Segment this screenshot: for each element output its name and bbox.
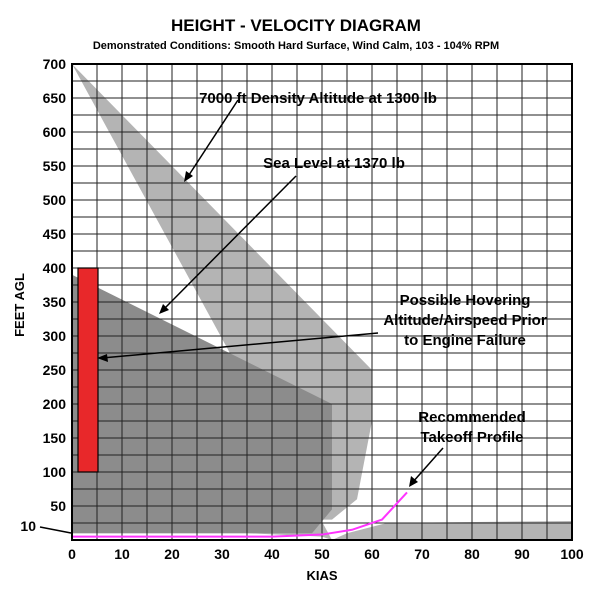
x-tick-label: 20	[164, 546, 180, 562]
x-tick-label: 90	[514, 546, 530, 562]
chart-subtitle: Demonstrated Conditions: Smooth Hard Sur…	[93, 40, 499, 52]
chart-marks	[72, 267, 408, 538]
takeoff-profile-line	[72, 491, 408, 538]
annotation-7000ft: 7000 ft Density Altitude at 1300 lb	[199, 90, 437, 107]
y-tick-label: 650	[43, 90, 67, 106]
plot-border	[71, 63, 573, 541]
y-tick-label: 50	[50, 498, 66, 514]
y-tick-label: 550	[43, 158, 67, 174]
annotation-sea-level: Sea Level at 1370 lb	[263, 155, 405, 172]
x-tick-label: 10	[114, 546, 130, 562]
y-tick-label: 700	[43, 56, 67, 72]
arrow-hover	[101, 332, 379, 359]
y-tick-label: 250	[43, 362, 67, 378]
annotations: 7000 ft Density Altitude at 1300 lb Sea …	[39, 90, 547, 534]
arrowhead-hover	[97, 354, 108, 362]
y-tick-label: 450	[43, 226, 67, 242]
x-tick-label: 80	[464, 546, 480, 562]
y-tick-label: 150	[43, 430, 67, 446]
arrowhead-7000ft	[184, 171, 193, 182]
arrow-takeoff	[411, 447, 444, 484]
y-tick-label: 350	[43, 294, 67, 310]
y-tick-label: 100	[43, 464, 67, 480]
x-tick-label: 0	[68, 546, 76, 562]
y-axis-label: FEET AGL	[12, 273, 27, 337]
arrow-10ft	[39, 526, 72, 534]
arrow-sea-level	[161, 175, 297, 312]
y-tick-label: 300	[43, 328, 67, 344]
hover-region-bar	[77, 267, 99, 473]
y-tick-label: 600	[43, 124, 67, 140]
arrow-7000ft	[186, 99, 239, 179]
x-tick-label: 60	[364, 546, 380, 562]
x-axis-label: KIAS	[306, 568, 337, 583]
y-tick-label: 200	[43, 396, 67, 412]
annotation-hover-line3: to Engine Failure	[404, 332, 526, 349]
annotation-takeoff-line2: Takeoff Profile	[420, 429, 523, 446]
annotation-hover-line1: Possible Hovering	[400, 292, 531, 309]
y-tick-label: 400	[43, 260, 67, 276]
arrowhead-sea-level	[159, 304, 169, 314]
arrowhead-takeoff	[409, 476, 418, 487]
y-tick-label: 500	[43, 192, 67, 208]
y-tick-label-10: 10	[20, 518, 36, 534]
annotation-takeoff-line1: Recommended	[418, 409, 526, 426]
grid-lines	[72, 64, 572, 540]
x-tick-label: 100	[560, 546, 584, 562]
x-tick-label: 30	[214, 546, 230, 562]
chart-title: HEIGHT - VELOCITY DIAGRAM	[171, 16, 421, 35]
x-tick-label: 50	[314, 546, 330, 562]
annotation-hover-line2: Altitude/Airspeed Prior	[383, 312, 547, 329]
axis-ticks: 0 10 20 30 40 50 60 70 80 90 100 50 100 150 200 250 300 3…	[20, 56, 583, 562]
x-tick-label: 40	[264, 546, 280, 562]
x-tick-label: 70	[414, 546, 430, 562]
